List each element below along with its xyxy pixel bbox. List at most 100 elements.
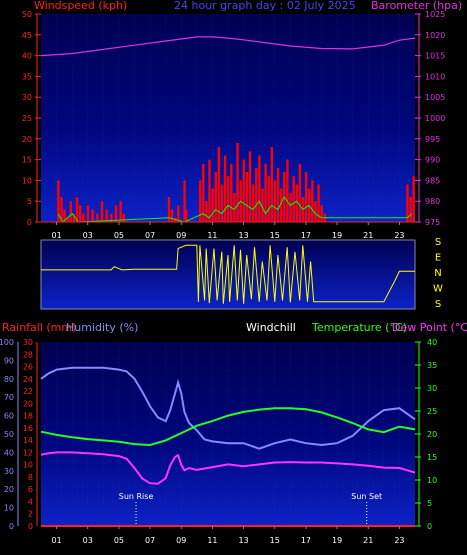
windspeed-bar [412,176,415,222]
windspeed-bar [114,205,118,222]
hour-tick-label: 09 [176,231,186,240]
wind-direction-tick-label: N [434,268,441,279]
dewpoint-axis-title: Dew Point (°C) [392,321,467,334]
windspeed-bar [91,209,94,222]
barometer-line [40,36,416,57]
rainfall-tick-label: 30 [23,338,33,347]
hour-tick-label: 17 [301,231,311,240]
windchill-label: Windchill [246,321,296,334]
hour-tick-label: 13 [238,536,248,545]
windspeed-bar [245,172,249,222]
temperature-tick-label: 25 [427,407,437,416]
rainfall-tick-label: 0 [28,522,33,531]
wind-direction-tick-label: W [433,284,443,295]
windspeed-bar [236,142,239,222]
humidity-line [40,366,416,450]
windspeed-tick-label: 10 [22,176,32,185]
hour-tick-label: 09 [176,536,186,545]
humidity-tick-label: 40 [4,448,14,457]
chart-title: 24 hour graph day : 02 July 2025 [174,0,356,12]
hour-tick-label: 01 [51,536,61,545]
hour-tick-label: 11 [207,536,217,545]
windspeed-bar [273,180,277,222]
windspeed-bar [86,205,90,222]
windspeed-bar [110,213,113,222]
windspeed-tick-label: 15 [22,156,32,165]
barometer-tick-label: 1010 [425,72,445,81]
rainfall-tick-label: 10 [23,461,33,470]
windspeed-tick-label: 40 [22,52,32,61]
rainfall-axis-title: Rainfall (mm) [2,321,76,334]
windspeed-bar [122,213,125,222]
barometer-tick-label: 995 [425,135,440,144]
humidity-tick-label: 60 [4,412,14,421]
windspeed-bar [267,176,270,222]
barometer-axis-title: Barometer (hpa) [371,0,462,12]
wind-direction-tick-label: S [435,237,441,248]
rainfall-tick-label: 28 [23,350,33,359]
hour-tick-label: 05 [114,231,124,240]
temperature-tick-label: 40 [427,338,437,347]
humidity-tick-label: 0 [9,522,14,531]
windspeed-bar [105,209,108,222]
rainfall-tick-label: 14 [23,436,33,445]
rainfall-tick-label: 2 [28,510,33,519]
windspeed-bar [60,197,63,222]
rainfall-tick-label: 26 [23,363,33,372]
windspeed-bar [214,172,217,222]
windspeed-bar [320,205,323,222]
hour-tick-label: 13 [238,231,248,240]
windspeed-bar [205,201,208,222]
rainfall-tick-label: 20 [23,399,33,408]
windspeed-bar [406,184,409,222]
barometer-tick-label: 1000 [425,114,445,123]
barometer-tick-label: 985 [425,176,440,185]
windspeed-bar [183,180,186,222]
windspeed-bar [57,180,60,222]
hour-tick-label: 11 [207,231,217,240]
windspeed-bar [261,188,264,222]
windspeed-bar [255,167,258,222]
windspeed-tick-label: 0 [27,218,32,227]
windspeed-bar [119,201,122,222]
windspeed-tick-label: 30 [22,93,32,102]
wind-direction-tick-label: E [435,253,441,264]
windspeed-bar [184,209,188,222]
windspeed-bar [208,159,211,222]
temperature-tick-label: 15 [427,453,437,462]
barometer-tick-label: 990 [425,156,440,165]
humidity-tick-label: 20 [4,485,14,494]
windspeed-tick-label: 50 [22,10,32,19]
windspeed-bar [100,201,104,222]
temperature-tick-label: 35 [427,361,437,370]
windspeed-bar [66,217,69,222]
hour-tick-label: 17 [301,536,311,545]
windspeed-bar [223,155,227,222]
windspeed-bar [248,151,252,222]
hour-tick-label: 21 [363,536,373,545]
wind-direction-plot-area [40,239,416,310]
windspeed-bar [211,188,214,222]
windspeed-bar [177,205,180,222]
wind-direction-tick-label: S [435,299,441,310]
windspeed-bar [170,209,174,222]
windspeed-bar [202,163,205,222]
rainfall-tick-label: 18 [23,412,33,421]
windspeed-bar [270,147,274,222]
windspeed-bar [286,159,289,222]
temperature-tick-label: 30 [427,384,437,393]
windspeed-bar [78,205,82,222]
hour-tick-label: 23 [394,536,404,545]
windspeed-bar [292,176,295,222]
windspeed-bar [63,209,66,222]
temperature-tick-label: 5 [427,499,432,508]
windspeed-bar [96,213,99,222]
windspeed-bar [217,147,221,222]
hour-tick-label: 15 [270,536,280,545]
windspeed-bar [230,163,233,222]
rainfall-tick-label: 24 [23,375,33,384]
barometer-tick-label: 980 [425,197,440,206]
temperature-line [40,407,416,447]
hour-tick-label: 01 [51,231,61,240]
